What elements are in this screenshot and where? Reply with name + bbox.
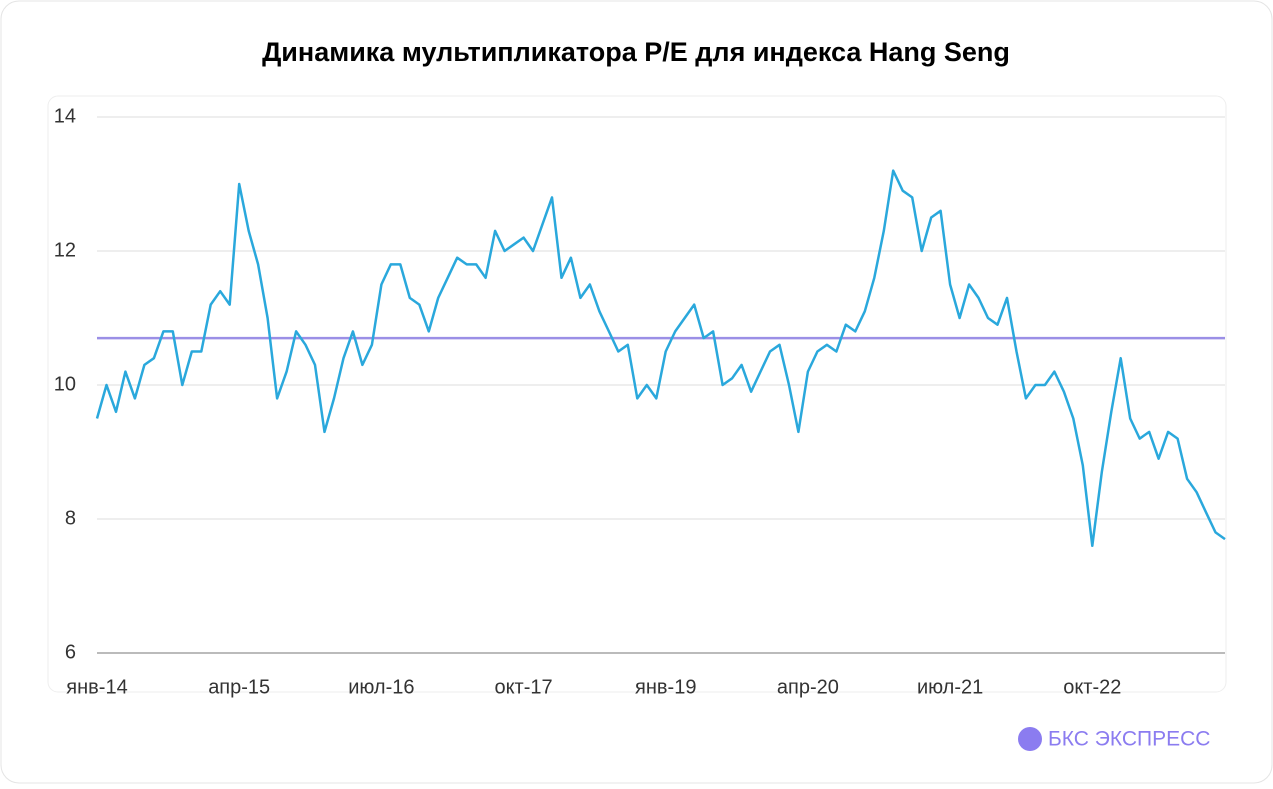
x-tick-label: окт-22 xyxy=(1063,676,1121,698)
x-tick-label: окт-17 xyxy=(494,676,552,698)
chart-title: Динамика мультипликатора P/E для индекса… xyxy=(262,37,1010,67)
x-tick-label: янв-19 xyxy=(635,676,696,698)
y-tick-label: 8 xyxy=(65,507,76,529)
x-tick-label: июл-21 xyxy=(917,676,983,698)
y-tick-label: 14 xyxy=(54,105,76,127)
x-tick-label: апр-15 xyxy=(208,676,270,698)
y-tick-label: 12 xyxy=(54,239,76,261)
x-tick-label: июл-16 xyxy=(348,676,414,698)
brand-logo xyxy=(1018,727,1042,751)
y-tick-label: 6 xyxy=(65,641,76,663)
x-tick-label: янв-14 xyxy=(66,676,127,698)
brand: БКС ЭКСПРЕСС xyxy=(1048,728,1210,751)
y-tick-label: 10 xyxy=(54,373,76,395)
data-line xyxy=(95,169,1226,548)
x-tick-label: апр-20 xyxy=(777,676,839,698)
